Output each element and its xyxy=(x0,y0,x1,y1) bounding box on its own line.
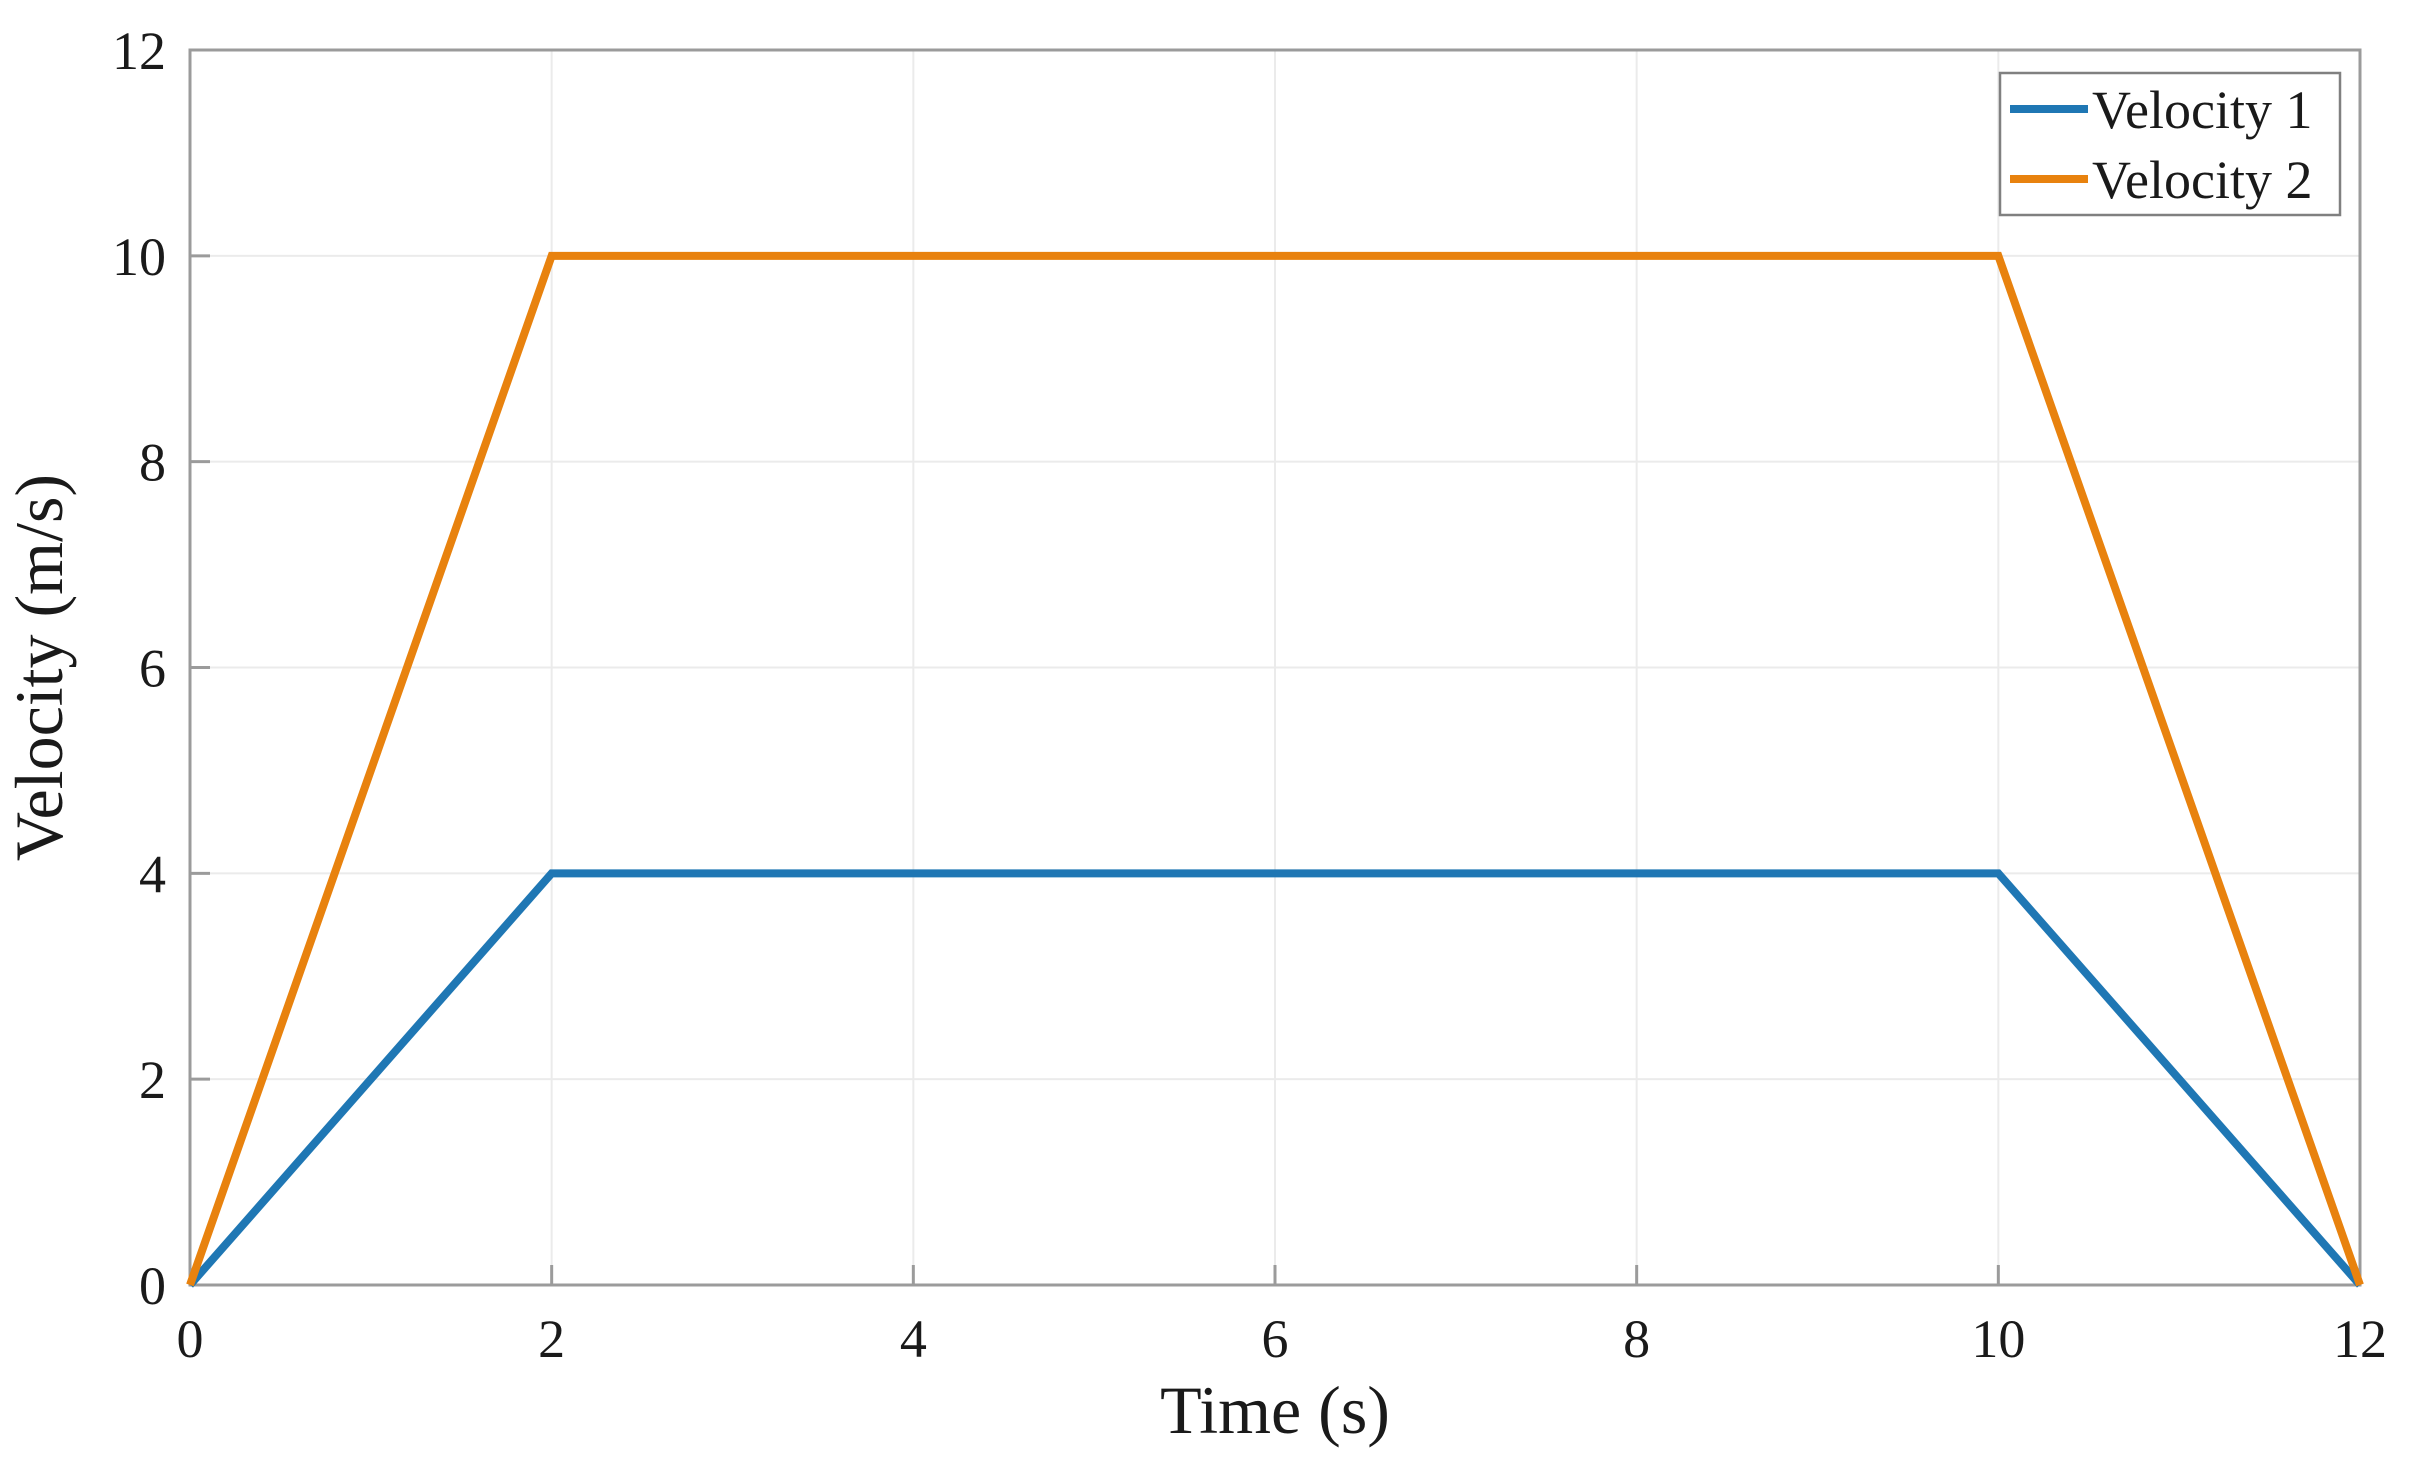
legend-label: Velocity 1 xyxy=(2092,80,2312,140)
y-tick-label: 8 xyxy=(139,433,166,493)
y-tick-label: 12 xyxy=(112,21,166,81)
tick-labels: 0 2 4 6 8 10 12 0 2 4 6 8 10 12 xyxy=(112,21,2387,1369)
grid-lines xyxy=(189,49,2361,1286)
x-axis-label: Time (s) xyxy=(1160,1372,1390,1448)
y-tick-label: 6 xyxy=(139,639,166,699)
y-tick-label: 2 xyxy=(139,1050,166,1110)
legend-box xyxy=(1998,71,2342,217)
x-tick-label: 2 xyxy=(538,1309,565,1369)
series-line-velocity-1 xyxy=(186,869,2364,1288)
y-tick-label: 0 xyxy=(139,1256,166,1316)
y-axis-label: Velocity (m/s) xyxy=(1,474,77,861)
legend: Velocity 1 Velocity 2 xyxy=(1998,71,2342,217)
y-tick-label: 4 xyxy=(139,844,166,904)
x-tick-label: 4 xyxy=(900,1309,927,1369)
y-tick-label: 10 xyxy=(112,227,166,287)
x-tick-label: 10 xyxy=(1971,1309,2025,1369)
x-tick-label: 8 xyxy=(1623,1309,1650,1369)
series-line-velocity-2 xyxy=(186,251,2364,1287)
x-tick-label: 0 xyxy=(177,1309,204,1369)
x-tick-label: 6 xyxy=(1262,1309,1289,1369)
x-tick-label: 12 xyxy=(2333,1309,2387,1369)
legend-label: Velocity 2 xyxy=(2092,150,2312,210)
